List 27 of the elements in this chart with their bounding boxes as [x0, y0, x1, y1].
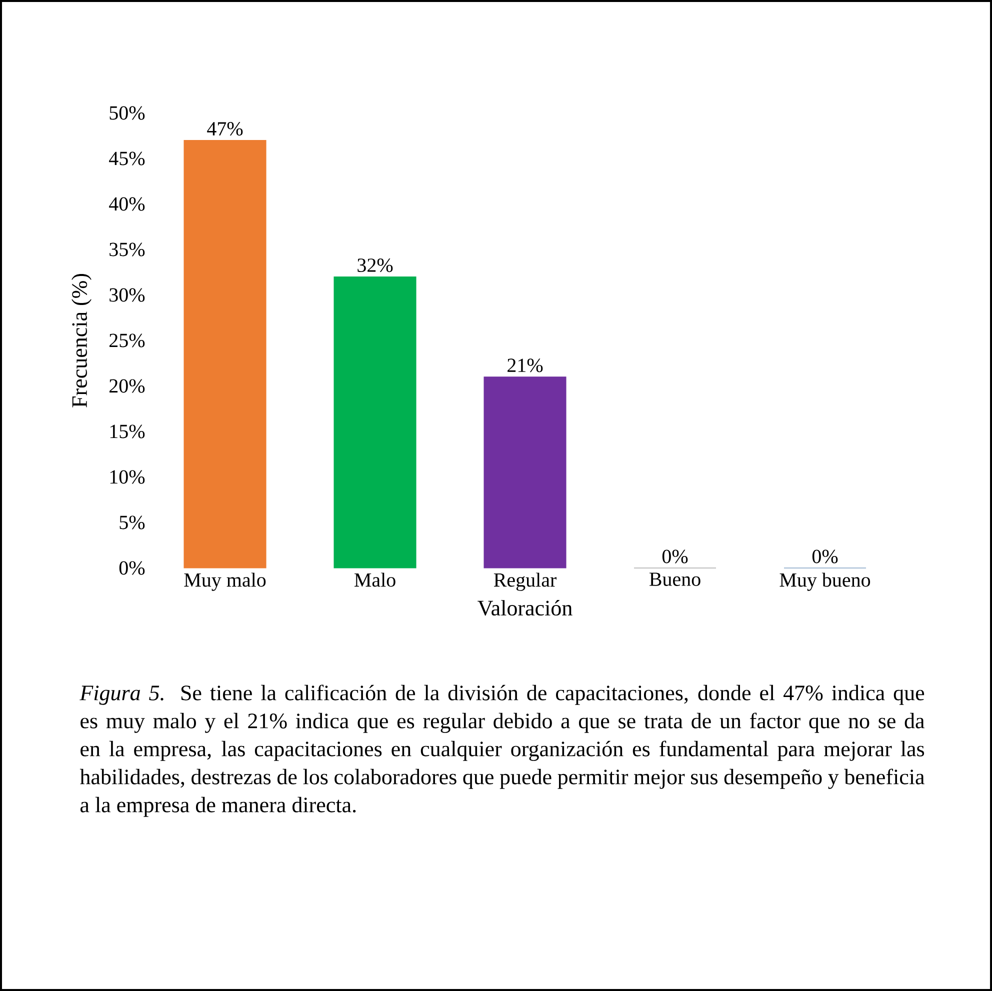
- data-label: 47%: [207, 122, 243, 136]
- y-tick-label: 5%: [120, 516, 145, 530]
- data-label: 0%: [812, 550, 838, 564]
- y-tick-label: 25%: [110, 334, 145, 348]
- y-tick-label: 0%: [119, 561, 145, 575]
- x-tick-label: Regular: [494, 572, 556, 591]
- data-label: 32%: [358, 258, 393, 272]
- x-tick-label: Muy malo: [184, 572, 266, 591]
- x-tick-label: Muy bueno: [780, 572, 870, 591]
- y-tick-label: 10%: [110, 470, 145, 484]
- y-axis-title: Frecuencia (%): [72, 274, 92, 408]
- y-tick-label: 20%: [110, 379, 145, 393]
- y-tick-label: 35%: [110, 242, 145, 256]
- y-tick-label: 40%: [109, 197, 145, 211]
- y-tick-label: 15%: [110, 424, 145, 438]
- bar: [334, 276, 416, 568]
- bar: [484, 376, 566, 568]
- y-tick-label: 45%: [109, 152, 145, 166]
- x-tick-label: Bueno: [649, 572, 700, 586]
- x-axis-title: Valoración: [478, 600, 572, 616]
- data-label: 21%: [508, 358, 543, 372]
- data-label: 0%: [662, 550, 688, 564]
- y-tick-label: 50%: [110, 106, 145, 120]
- text: Figura 5. Se tiene la calificación de la división de capacitaciones, donde el 47% indica que es muy malo y el 21% indica que es regular debido a que se trata de un factor que no se da en la empresa, las capacitaciones en cualquier organización es fundamental para mejorar las habilidades, destrezas de los colaboradores que puede permitir mejor sus desempeño y beneficia a la empresa de manera directa.: [80, 684, 924, 817]
- bar: [184, 140, 266, 568]
- x-tick-label: Malo: [354, 572, 396, 587]
- y-tick-label: 30%: [110, 288, 145, 302]
